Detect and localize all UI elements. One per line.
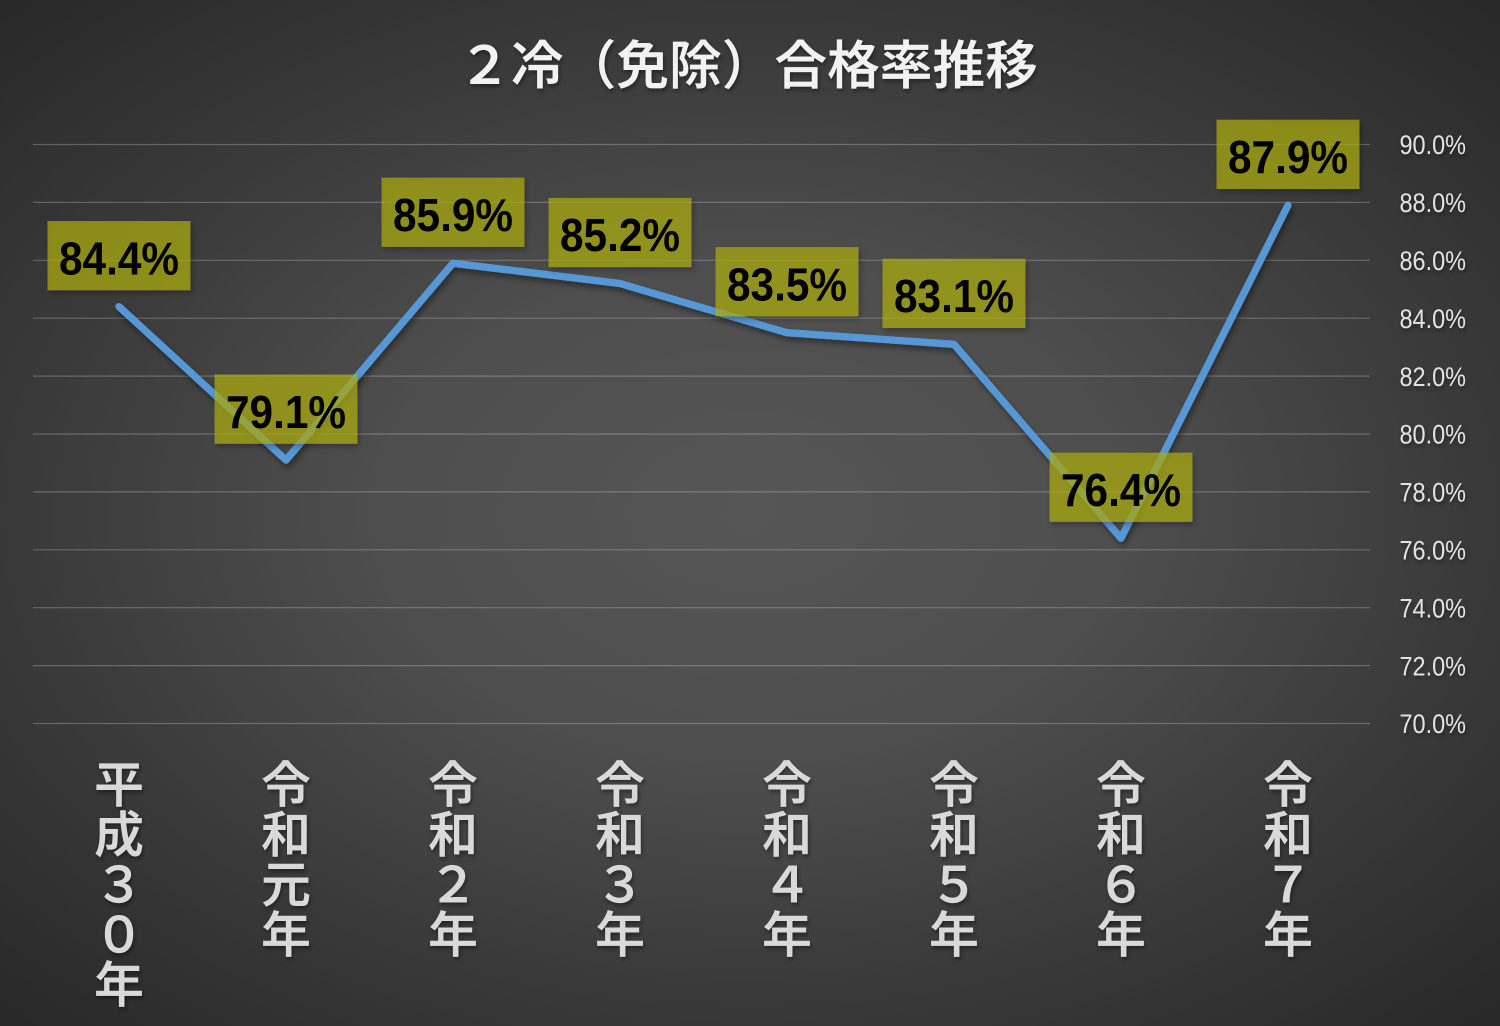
svg-text:88.0%: 88.0% <box>1400 188 1467 218</box>
svg-text:86.0%: 86.0% <box>1400 246 1467 276</box>
svg-text:70.0%: 70.0% <box>1400 709 1467 739</box>
svg-text:72.0%: 72.0% <box>1400 651 1467 681</box>
svg-text:76.4%: 76.4% <box>1061 464 1181 516</box>
svg-text:82.0%: 82.0% <box>1400 362 1467 392</box>
svg-text:85.9%: 85.9% <box>393 189 513 241</box>
svg-text:90.0%: 90.0% <box>1400 130 1467 160</box>
svg-text:80.0%: 80.0% <box>1400 420 1467 450</box>
svg-text:84.4%: 84.4% <box>59 232 179 284</box>
svg-text:87.9%: 87.9% <box>1228 131 1348 183</box>
svg-text:85.2%: 85.2% <box>560 209 680 261</box>
svg-text:84.0%: 84.0% <box>1400 304 1467 334</box>
svg-text:83.1%: 83.1% <box>894 270 1014 322</box>
svg-text:79.1%: 79.1% <box>226 386 346 438</box>
svg-text:74.0%: 74.0% <box>1400 593 1467 623</box>
svg-text:78.0%: 78.0% <box>1400 478 1467 508</box>
svg-text:83.5%: 83.5% <box>727 258 847 310</box>
svg-text:76.0%: 76.0% <box>1400 536 1467 566</box>
